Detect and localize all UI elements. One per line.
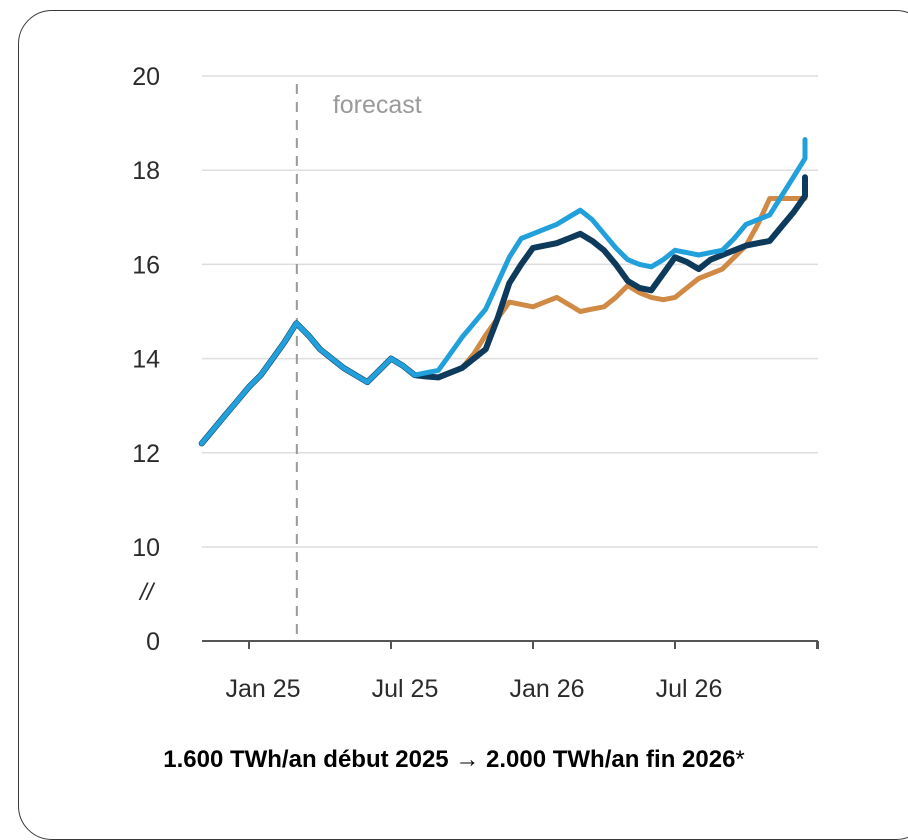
y-tick-label-12: 12 [132,440,160,468]
caption-footnote-mark: * [735,746,745,773]
y-tick-label-18: 18 [132,157,160,185]
series-line-1 [199,196,808,446]
x-tick-label-jul-26: Jul 26 [656,675,723,703]
y-tick-label-14: 14 [132,346,160,374]
y-axis-break: // [138,579,156,606]
label-layer: 0 10 12 14 16 18 20 // Jan 25 Jul 25 Jan 26 Jul 26 f… [132,63,722,703]
line-chart: 0 10 12 14 16 18 20 // Jan 25 Jul 25 Jan 26 Jul 26 f… [132,63,819,703]
forecast-label: forecast [333,91,422,119]
series-line-3 [199,137,808,446]
y-tick-label-16: 16 [132,251,160,279]
grid-layer [202,75,818,548]
series-layer [198,137,808,447]
caption-text: 1.600 TWh/an début 2025 → 2.000 TWh/an f… [163,746,736,773]
x-tick-label-jan-26: Jan 26 [509,675,584,703]
chart-caption: 1.600 TWh/an début 2025 → 2.000 TWh/an f… [0,746,908,774]
series-line-2 [198,174,808,447]
x-tick-label-jan-25: Jan 25 [225,675,300,703]
y-tick-label-0: 0 [146,628,160,656]
axis-layer [202,84,819,649]
y-tick-label-10: 10 [132,534,160,562]
y-tick-label-20: 20 [132,63,160,91]
x-tick-label-jul-25: Jul 25 [372,675,439,703]
chart-card [18,10,908,840]
